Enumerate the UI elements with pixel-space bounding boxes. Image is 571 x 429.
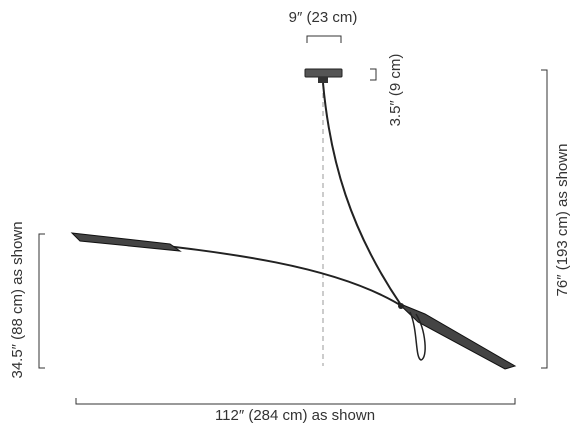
canopy-height-bracket [370, 68, 377, 81]
lamp [70, 68, 517, 370]
canopy-height-label: 3.5″ (9 cm) [387, 54, 404, 127]
support-rod [322, 82, 402, 306]
overall-height-label: 76″ (193 cm) as shown [554, 144, 571, 297]
overall-height-bracket [541, 69, 548, 369]
canopy-width-label: 9″ (23 cm) [289, 9, 358, 26]
canopy-width-bracket [306, 35, 342, 43]
right-blade [397, 302, 517, 370]
arm [77, 235, 406, 309]
arm-drop-bracket [38, 233, 45, 369]
cord-loop [409, 311, 426, 361]
arm-drop-label: 34.5″ (88 cm) as shown [9, 221, 26, 378]
overall-width-label: 112″ (284 cm) as shown [215, 407, 375, 424]
left-blade [70, 232, 182, 252]
canopy-mount [318, 77, 328, 83]
overall-width-bracket [75, 398, 516, 405]
joint [398, 303, 404, 309]
canopy [304, 68, 343, 78]
